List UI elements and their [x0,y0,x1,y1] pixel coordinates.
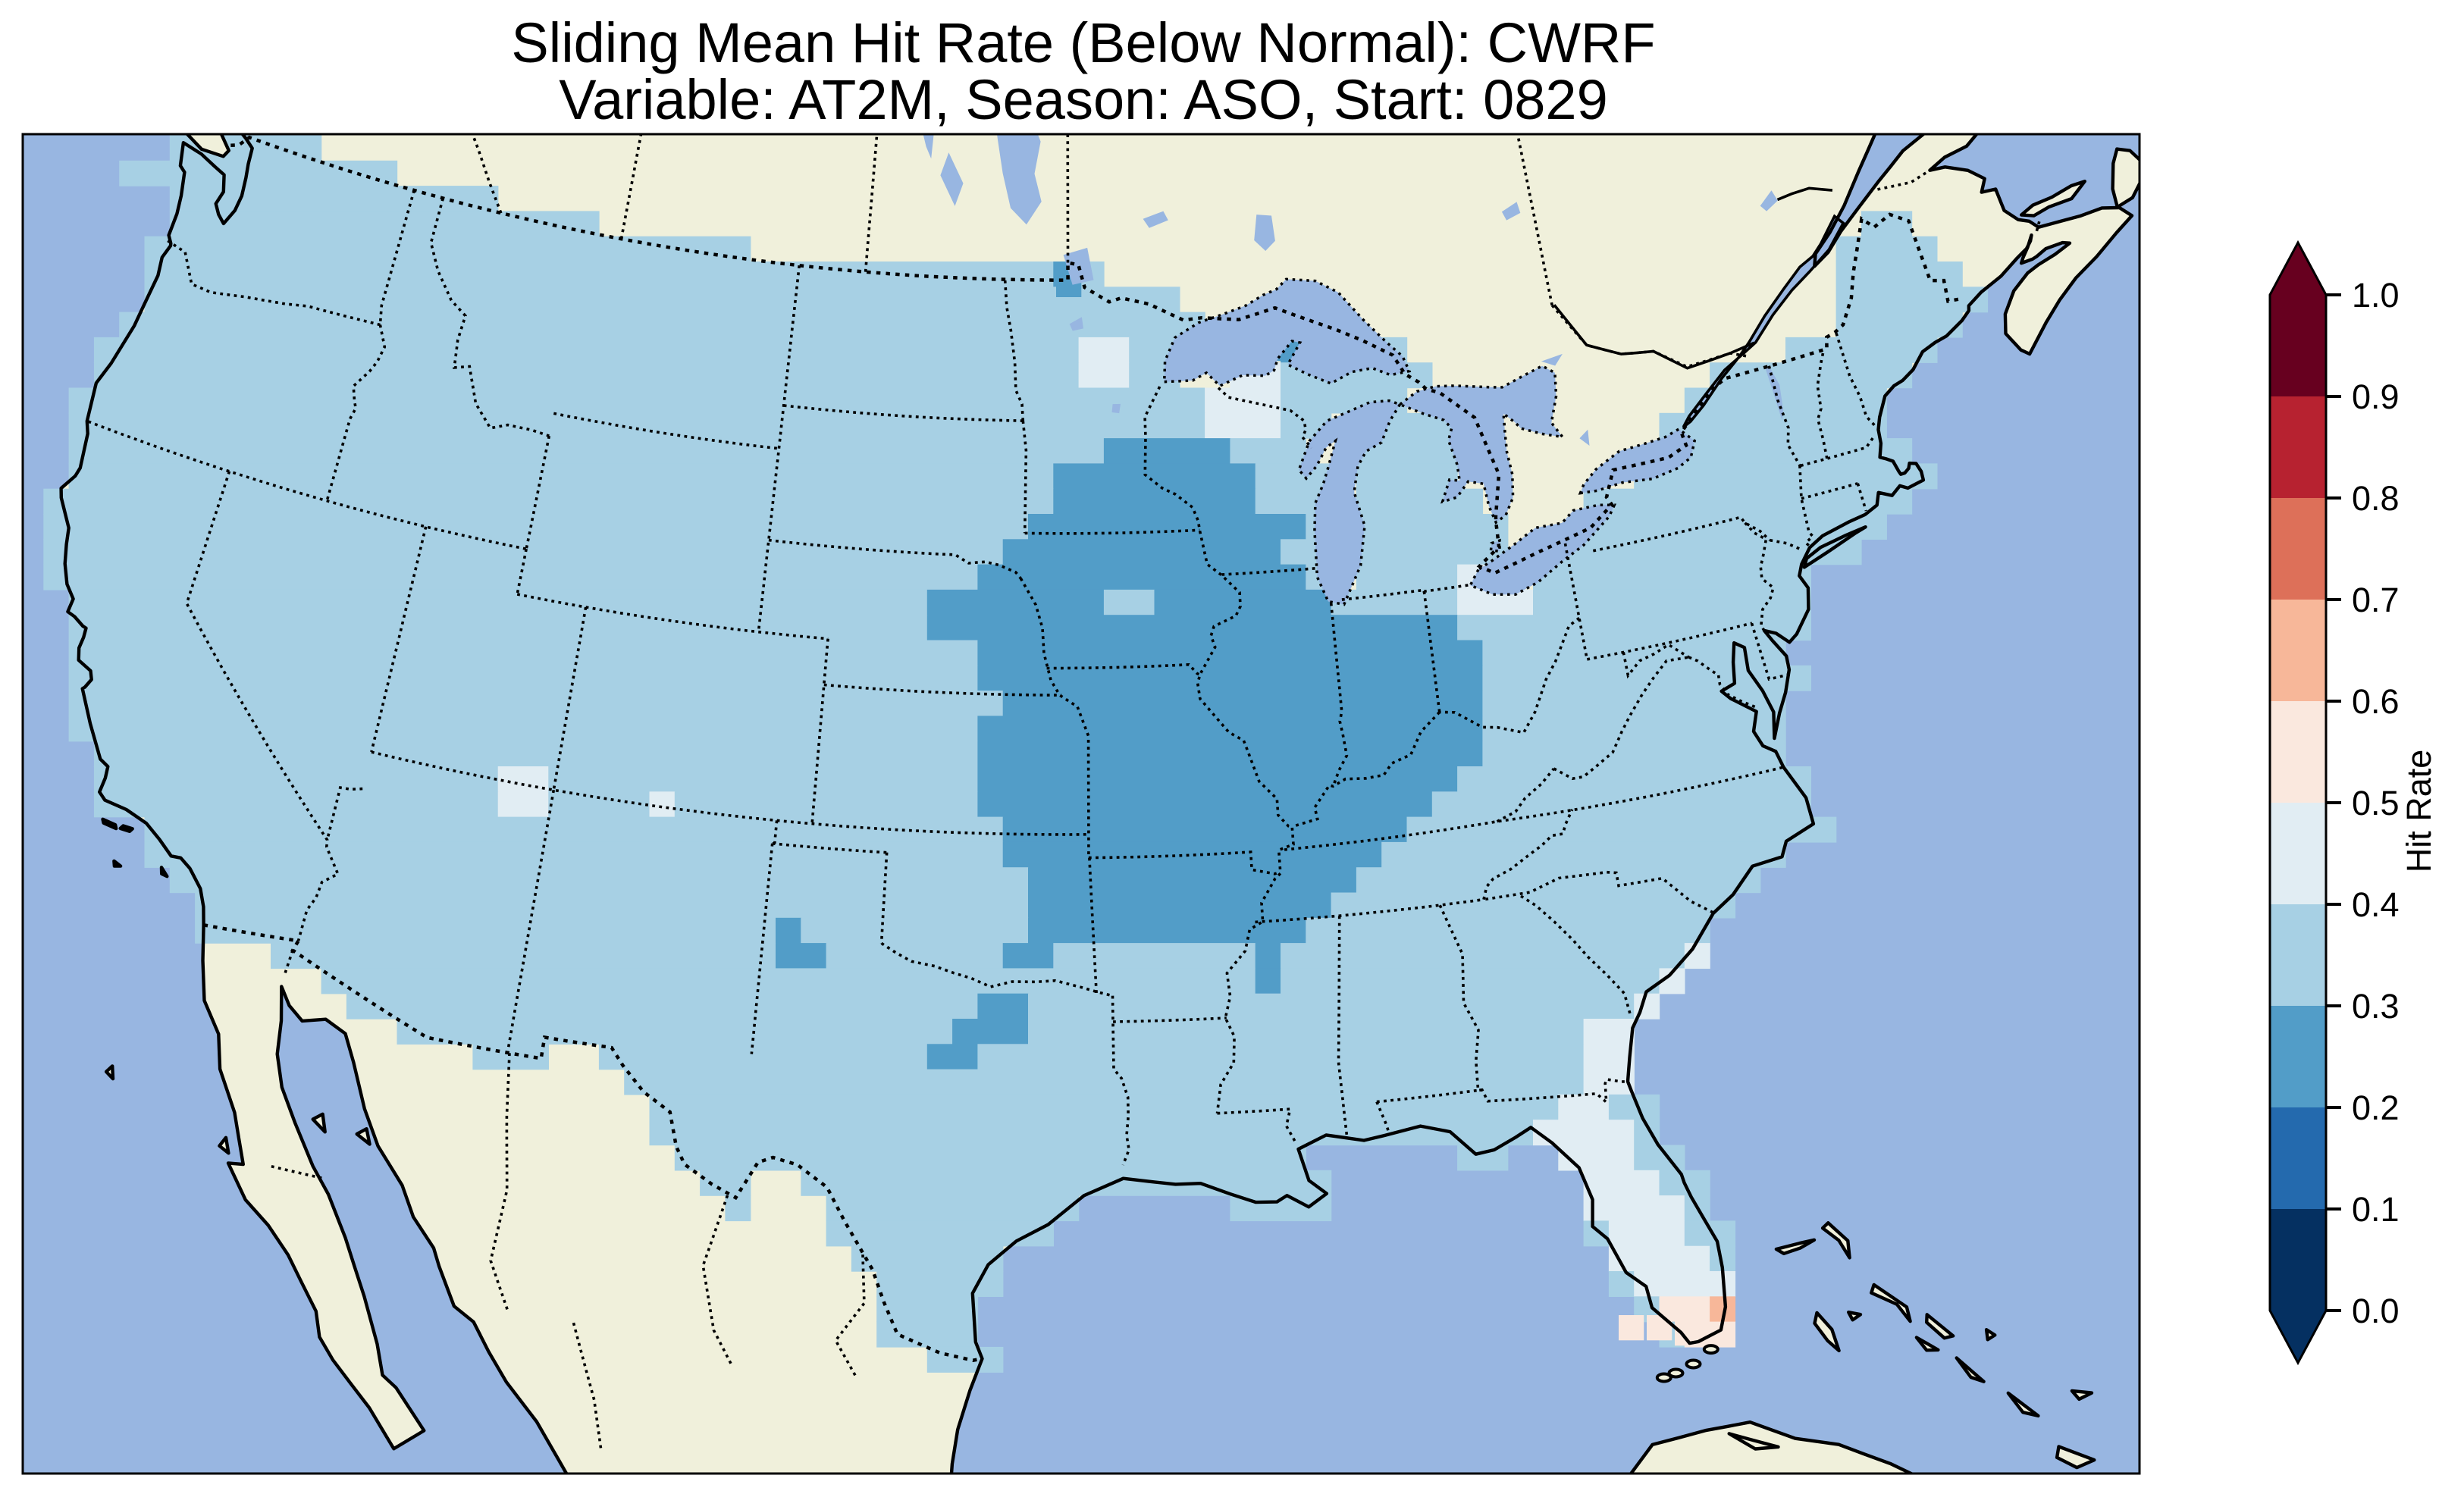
svg-text:0.4: 0.4 [2352,885,2400,924]
svg-text:0.2: 0.2 [2352,1088,2400,1127]
svg-text:0.9: 0.9 [2352,377,2400,416]
svg-text:Variable: AT2M, Season: ASO, S: Variable: AT2M, Season: ASO, Start: 0829 [559,68,1607,131]
svg-text:Sliding Mean Hit Rate (Below N: Sliding Mean Hit Rate (Below Normal): CW… [511,11,1655,74]
svg-text:0.0: 0.0 [2352,1292,2400,1330]
svg-text:1.0: 1.0 [2352,276,2400,315]
svg-text:0.6: 0.6 [2352,682,2400,721]
svg-text:0.3: 0.3 [2352,987,2400,1026]
svg-text:Hit Rate: Hit Rate [2400,750,2438,873]
svg-text:0.7: 0.7 [2352,581,2400,619]
svg-text:0.5: 0.5 [2352,784,2400,822]
svg-text:0.8: 0.8 [2352,479,2400,518]
svg-text:0.1: 0.1 [2352,1190,2400,1229]
